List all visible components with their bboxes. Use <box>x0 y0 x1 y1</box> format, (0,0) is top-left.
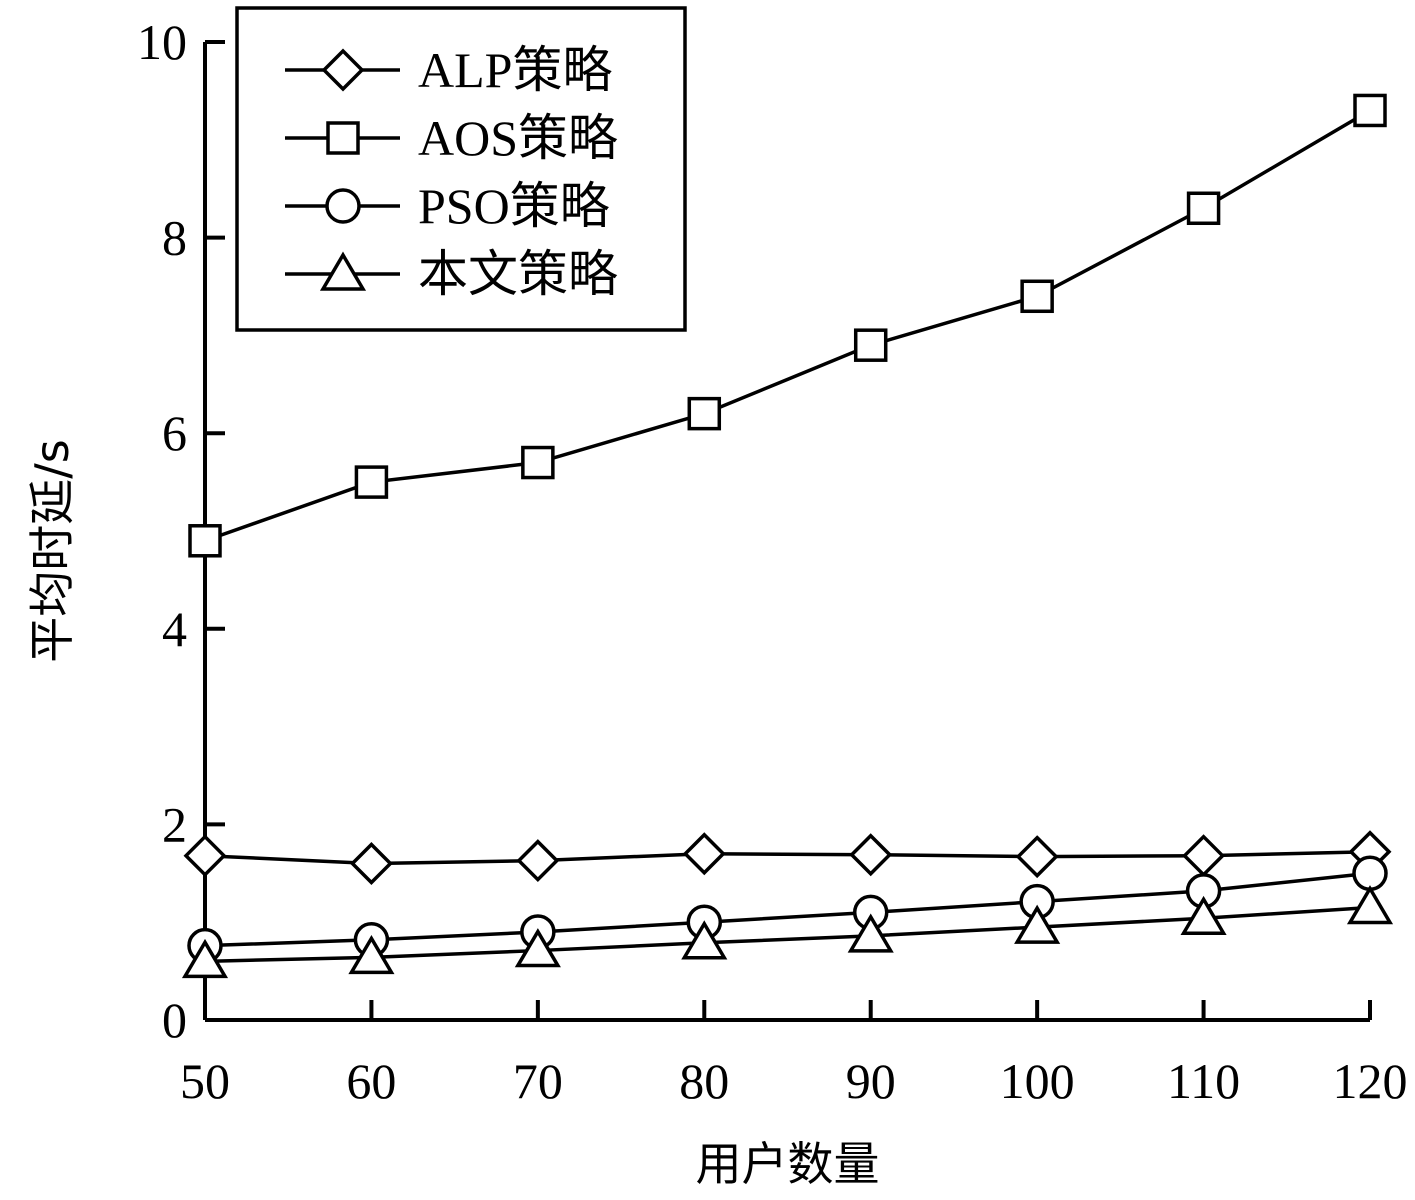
data-point-diamond <box>1015 835 1059 879</box>
data-point-square <box>1020 279 1054 314</box>
x-tick-label: 80 <box>679 1053 729 1109</box>
data-point-square <box>521 445 555 480</box>
y-tick-label: 0 <box>162 992 187 1048</box>
legend-label: 本文策略 <box>418 246 618 302</box>
data-point-triangle <box>1346 885 1394 925</box>
data-point-triangle <box>1180 895 1227 936</box>
legend-label: PSO策略 <box>418 178 610 234</box>
data-point-diamond <box>849 833 893 877</box>
data-point-diamond <box>1182 834 1226 878</box>
data-point-triangle <box>181 938 229 979</box>
legend-marker-diamond <box>321 48 365 92</box>
data-point-square <box>1353 93 1387 128</box>
data-point-diamond <box>682 832 726 876</box>
data-point-diamond <box>183 834 227 878</box>
data-point-triangle <box>681 920 728 960</box>
series-line <box>204 108 1371 543</box>
data-point-square <box>687 396 722 431</box>
x-ticks: 50 60 70 80 90 100 110 120 <box>180 1000 1408 1109</box>
series-layer <box>181 93 1394 979</box>
series-square <box>188 93 1387 558</box>
x-tick-label: 110 <box>1167 1053 1240 1109</box>
legend-box <box>235 6 687 332</box>
legend-marker-circle <box>325 188 361 224</box>
data-point-square <box>354 465 389 499</box>
data-point-square <box>853 328 888 362</box>
data-point-triangle <box>348 934 395 975</box>
data-point-circle <box>1352 855 1388 892</box>
series-triangle <box>181 885 1394 979</box>
series-line <box>204 871 1371 948</box>
data-point-triangle <box>514 928 561 968</box>
y-tick-label: 10 <box>137 14 187 70</box>
y-axis-title: 平均时延/s <box>25 439 79 662</box>
data-point-square <box>1186 191 1221 226</box>
data-point-square <box>188 524 222 558</box>
legend-marker-square <box>326 121 360 155</box>
y-ticks: 0 2 4 6 8 10 <box>137 14 225 1048</box>
x-tick-label: 60 <box>346 1053 396 1109</box>
y-tick-label: 4 <box>162 601 187 657</box>
x-tick-label: 50 <box>180 1053 230 1109</box>
y-tick-label: 6 <box>162 405 187 461</box>
data-point-diamond <box>349 842 393 885</box>
series-line <box>204 905 1371 964</box>
x-tick-label: 70 <box>513 1053 563 1109</box>
series-diamond <box>183 830 1392 885</box>
series-line <box>204 850 1371 866</box>
x-axis-title: 用户数量 <box>696 1137 880 1191</box>
y-tick-label: 8 <box>162 210 187 266</box>
y-tick-label: 2 <box>162 796 187 852</box>
data-point-diamond <box>516 839 560 883</box>
x-tick-label: 100 <box>1000 1053 1075 1109</box>
legend-marker-triangle <box>319 251 367 291</box>
legend-label: ALP策略 <box>418 42 612 98</box>
legend-label: AOS策略 <box>418 110 618 166</box>
x-tick-label: 120 <box>1333 1053 1408 1109</box>
data-point-triangle <box>1014 904 1061 944</box>
data-point-triangle <box>847 913 894 953</box>
x-tick-label: 90 <box>846 1053 896 1109</box>
